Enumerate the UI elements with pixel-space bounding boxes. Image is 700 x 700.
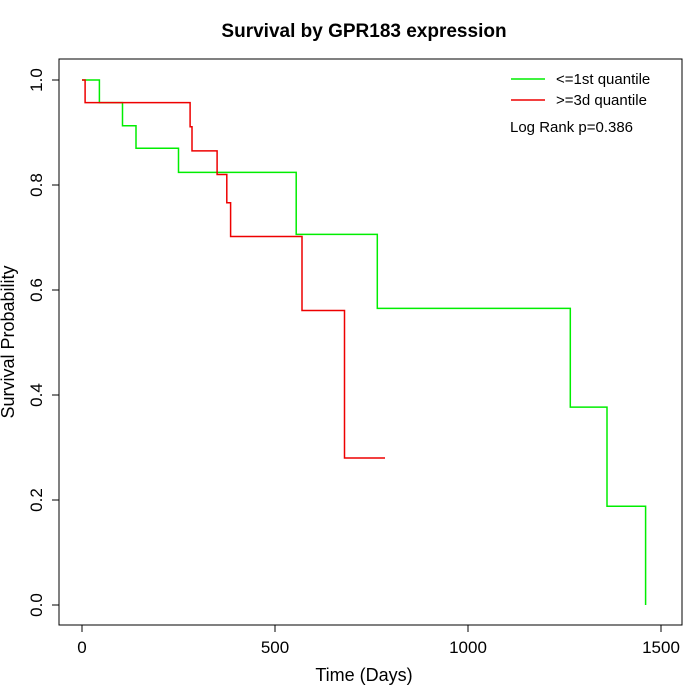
x-axis-label: Time (Days)	[315, 665, 412, 685]
series-layer	[82, 79, 647, 605]
legend-label-0: <=1st quantile	[556, 71, 650, 88]
log-rank-annotation: Log Rank p=0.386	[510, 119, 633, 136]
y-tick-label: 0.0	[27, 593, 46, 617]
x-tick-label: 1000	[449, 638, 487, 657]
legend-label-1: >=3d quantile	[556, 92, 647, 109]
x-tick-label: 0	[77, 638, 86, 657]
y-tick-label: 0.8	[27, 173, 46, 197]
x-tick-label: 500	[261, 638, 289, 657]
y-axis-label: Survival Probability	[0, 265, 18, 418]
y-tick-label: 0.4	[27, 383, 46, 407]
y-tick-label: 1.0	[27, 68, 46, 92]
chart-title: Survival by GPR183 expression	[221, 21, 506, 42]
y-tick-label: 0.6	[27, 278, 46, 302]
x-tick-label: 1500	[642, 638, 680, 657]
series-line-1	[82, 79, 385, 459]
series-line-0	[82, 79, 647, 605]
plot-frame	[58, 58, 683, 626]
axes: 0 500 1000 1500 0.0 0.2 0.4 0.6 0.8 1.0	[27, 68, 680, 657]
legend: <=1st quantile >=3d quantile	[511, 71, 650, 109]
y-tick-label: 0.2	[27, 488, 46, 512]
